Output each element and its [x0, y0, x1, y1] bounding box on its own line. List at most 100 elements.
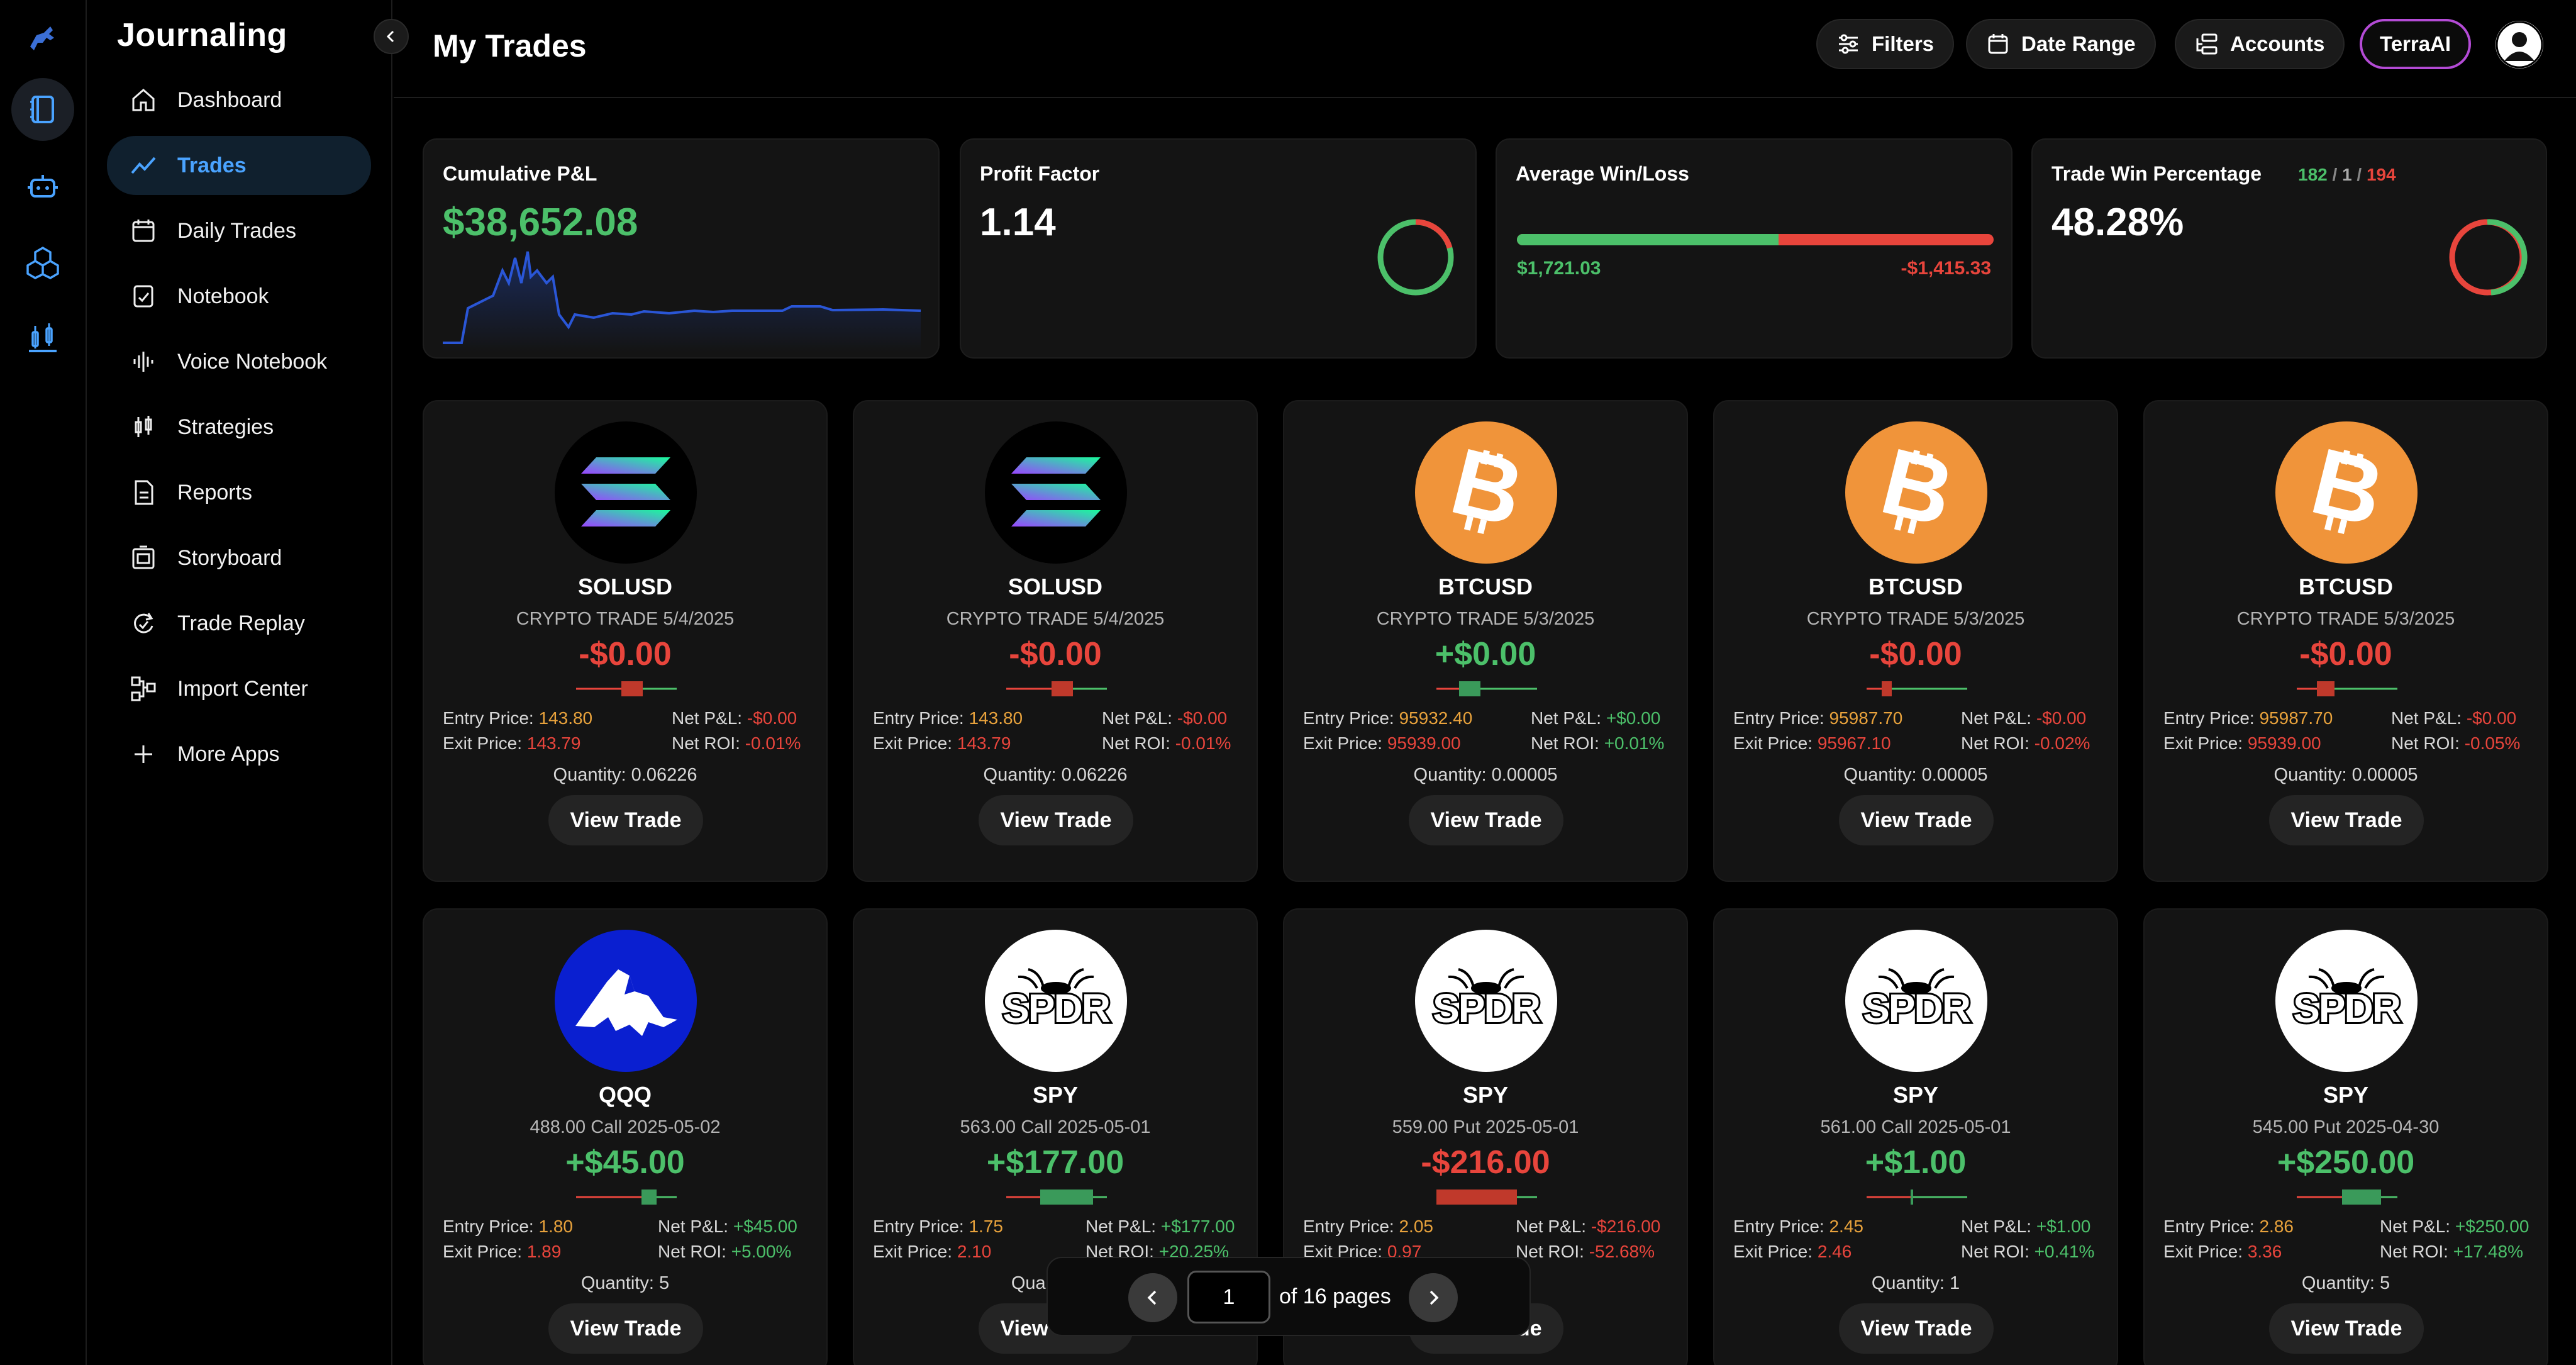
page-header: My Trades Filters Date Range Accounts Te… — [394, 0, 2576, 98]
net-pnl-label: Net P&L: — [672, 708, 743, 728]
entry-price-label: Entry Price: — [1303, 1217, 1394, 1236]
quantity-value: 0.00005 — [1491, 765, 1558, 785]
net-pnl-label: Net P&L: — [1531, 708, 1602, 728]
view-trade-button[interactable]: View Trade — [548, 795, 703, 845]
chevron-right-icon — [1430, 1290, 1439, 1305]
sidebar-item-voice-notebook[interactable]: Voice Notebook — [107, 332, 371, 391]
net-roi-label: Net ROI: — [2391, 733, 2460, 753]
sidebar-item-more-apps[interactable]: More Apps — [107, 725, 371, 784]
net-roi-value: +5.00% — [731, 1242, 792, 1261]
view-trade-button[interactable]: View Trade — [1839, 795, 1994, 845]
net-roi: Net ROI: +17.48% — [2380, 1242, 2523, 1262]
sidebar-item-storyboard[interactable]: Storyboard — [107, 528, 371, 588]
trade-subtitle: 561.00 Call 2025-05-01 — [1820, 1117, 2011, 1137]
bull-logo-icon[interactable] — [11, 8, 74, 70]
entry-price: Entry Price: 143.80 — [443, 708, 592, 728]
net-pnl-label: Net P&L: — [1961, 1217, 2032, 1236]
chart-bars-icon[interactable] — [11, 306, 74, 369]
view-trade-button[interactable]: View Trade — [979, 795, 1133, 845]
exit-price-label: Exit Price: — [1733, 1242, 1813, 1261]
entry-price-label: Entry Price: — [1733, 708, 1824, 728]
trade-subtitle: 488.00 Call 2025-05-02 — [530, 1117, 721, 1137]
exit-price-value: 2.46 — [1817, 1242, 1852, 1261]
net-roi-label: Net ROI: — [1516, 1242, 1584, 1261]
trade-card: SPDR SPDR SPY 561.00 Call 2025-05-01 +$1.… — [1713, 908, 2118, 1365]
net-roi-value: +0.41% — [2034, 1242, 2095, 1261]
quantity-value: 0.06226 — [1061, 765, 1128, 785]
net-roi-value: -0.05% — [2464, 733, 2521, 753]
sidebar-item-trades[interactable]: Trades — [107, 136, 371, 195]
accounts-button[interactable]: Accounts — [2175, 19, 2345, 69]
plus-icon — [135, 745, 152, 763]
wins-count: 182 — [2298, 165, 2328, 184]
exit-price: Exit Price: 1.89 — [443, 1242, 561, 1262]
avatar[interactable] — [2496, 21, 2543, 69]
net-pnl-value: -$0.00 — [2466, 708, 2517, 728]
trade-card: B BTCUSD CRYPTO TRADE 5/3/2025 +$0.00 En… — [1283, 400, 1688, 882]
quantity-value: 0.00005 — [2351, 765, 2418, 785]
journal-icon[interactable] — [11, 78, 74, 141]
trade-pnl: +$1.00 — [1865, 1144, 1967, 1181]
previous-page-button[interactable] — [1128, 1273, 1177, 1322]
net-roi: Net ROI: +0.01% — [1531, 733, 1664, 754]
trade-pnl: +$45.00 — [565, 1144, 685, 1181]
sidebar-item-dashboard[interactable]: Dashboard — [107, 70, 371, 130]
solana-logo-icon — [555, 421, 697, 564]
quantity-label: Quantity: — [1413, 765, 1487, 785]
cumulative-pnl-sparkline — [443, 251, 921, 352]
view-trade-button[interactable]: View Trade — [2269, 1303, 2424, 1354]
sidebar-item-import-center[interactable]: Import Center — [107, 659, 371, 718]
page-number-input[interactable] — [1187, 1271, 1270, 1323]
win-percentage-donut — [2449, 219, 2528, 296]
solana-logo-icon — [985, 421, 1127, 564]
price-range-indicator — [1006, 1190, 1107, 1205]
entry-price: Entry Price: 2.05 — [1303, 1217, 1433, 1237]
cubes-icon[interactable] — [11, 230, 74, 293]
view-trade-button[interactable]: View Trade — [1409, 795, 1563, 845]
exit-price-value: 95967.10 — [1817, 733, 1891, 753]
report-icon — [135, 480, 153, 505]
sidebar-item-label: Notebook — [177, 284, 269, 308]
sidebar-nav: Dashboard Trades Daily Trades Notebook V… — [107, 70, 371, 790]
trade-pnl: -$0.00 — [579, 636, 672, 672]
robot-icon[interactable] — [11, 155, 74, 218]
svg-text:SPDR: SPDR — [2293, 986, 2401, 1031]
bitcoin-logo-icon: B — [2275, 421, 2418, 564]
sidebar-item-daily-trades[interactable]: Daily Trades — [107, 201, 371, 260]
sliders-icon — [1839, 34, 1858, 54]
net-pnl: Net P&L: -$216.00 — [1516, 1217, 1660, 1237]
pagination: of 16 pages — [1046, 1257, 1531, 1336]
view-trade-button[interactable]: View Trade — [1839, 1303, 1994, 1354]
net-pnl: Net P&L: +$250.00 — [2380, 1217, 2529, 1237]
view-trade-button[interactable]: View Trade — [548, 1303, 703, 1354]
sidebar-item-reports[interactable]: Reports — [107, 463, 371, 522]
next-page-button[interactable] — [1409, 1273, 1458, 1322]
trade-pnl: -$0.00 — [1009, 636, 1102, 672]
net-pnl-value: +$0.00 — [1606, 708, 1661, 728]
storyboard-icon — [132, 545, 155, 569]
win-breakeven-loss-counts: 182 / 1 / 194 — [2298, 165, 2396, 185]
entry-price-value: 2.45 — [1829, 1217, 1863, 1236]
trend-line-icon — [131, 157, 156, 174]
page-title: My Trades — [433, 28, 587, 64]
svg-text:SPDR: SPDR — [1863, 986, 1970, 1031]
net-pnl: Net P&L: +$1.00 — [1961, 1217, 2090, 1237]
exit-price-label: Exit Price: — [1303, 733, 1383, 753]
terra-ai-button[interactable]: TerraAI — [2360, 19, 2472, 69]
terra-ai-label: TerraAI — [2380, 32, 2451, 55]
svg-text:SPDR: SPDR — [1863, 986, 1970, 1031]
sidebar-item-label: More Apps — [177, 742, 280, 766]
win-portion — [1517, 234, 1779, 245]
date-range-button[interactable]: Date Range — [1966, 19, 2156, 69]
entry-price-label: Entry Price: — [443, 708, 534, 728]
collapse-sidebar-button[interactable] — [374, 19, 409, 54]
view-trade-button[interactable]: View Trade — [2269, 795, 2424, 845]
filters-button[interactable]: Filters — [1816, 19, 1955, 69]
sidebar-item-notebook[interactable]: Notebook — [107, 267, 371, 326]
trade-symbol: SOLUSD — [577, 574, 672, 599]
svg-text:SPDR: SPDR — [1002, 986, 1110, 1031]
sidebar-item-strategies[interactable]: Strategies — [107, 398, 371, 457]
net-roi-value: -52.68% — [1589, 1242, 1655, 1261]
sidebar-item-trade-replay[interactable]: Trade Replay — [107, 594, 371, 653]
svg-text:SPDR: SPDR — [2293, 986, 2401, 1031]
